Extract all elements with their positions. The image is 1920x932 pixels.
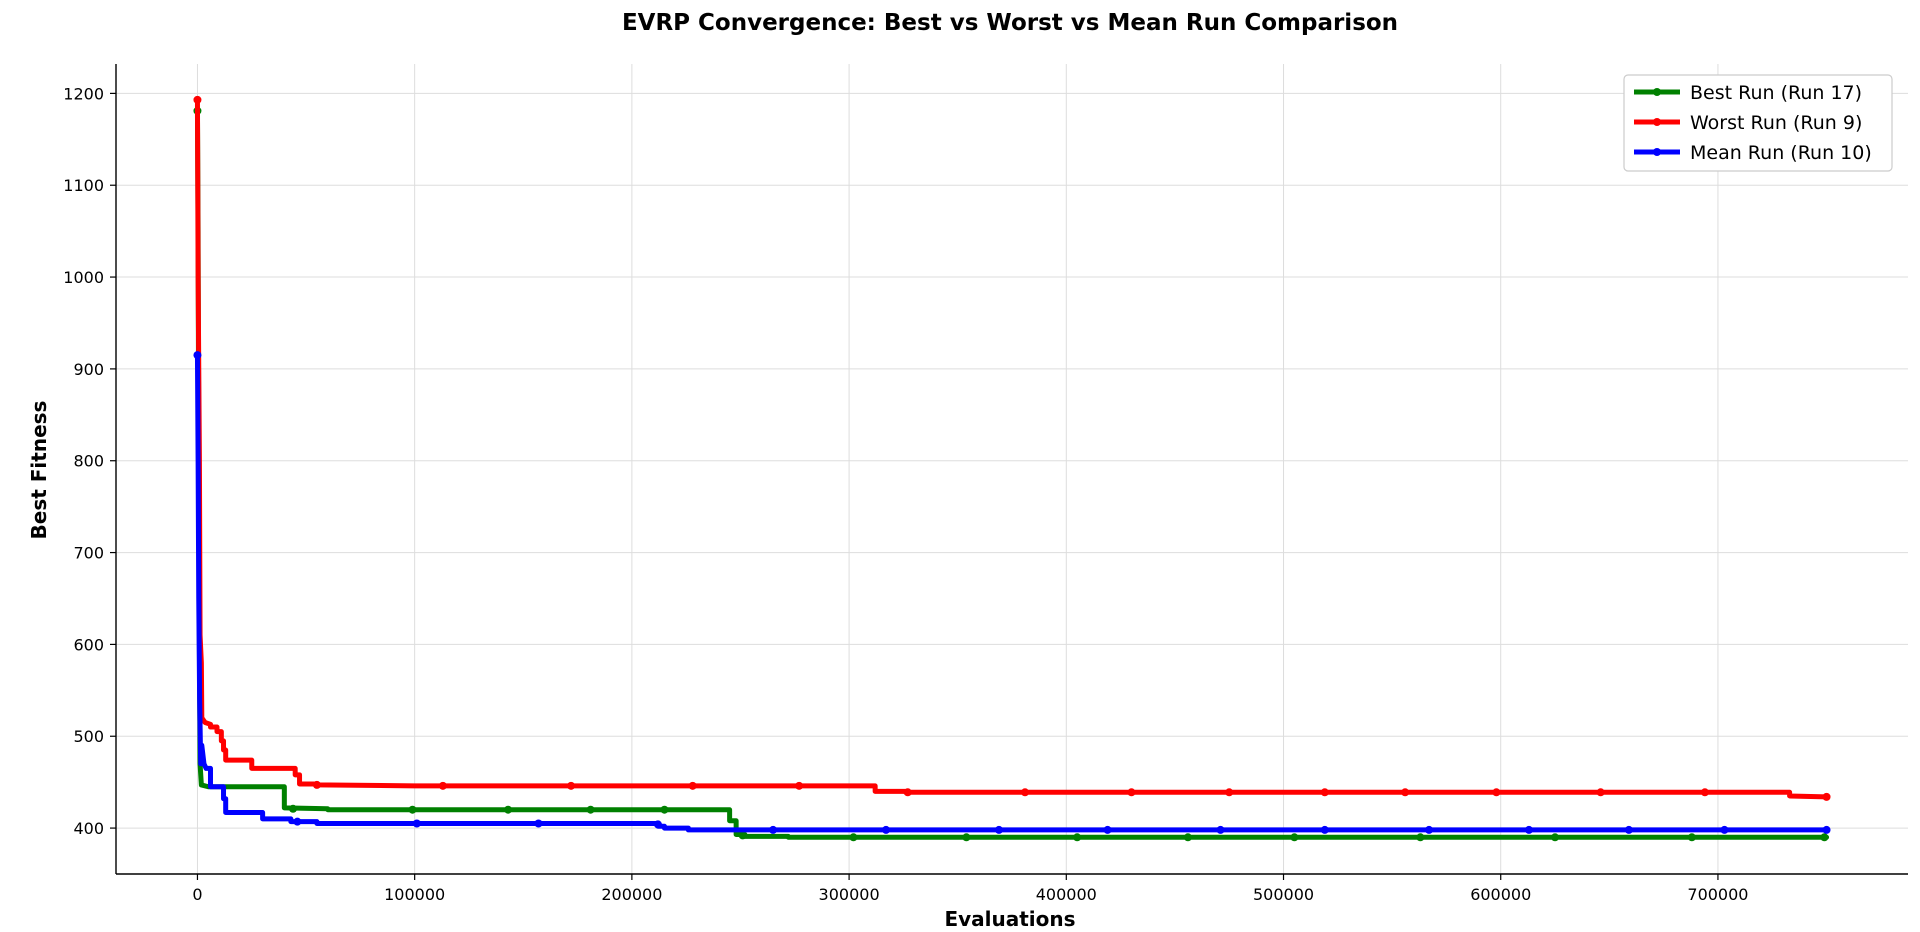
- x-tick-label: 700000: [1687, 885, 1748, 904]
- y-tick-label: 500: [73, 727, 104, 746]
- data-point: [1524, 825, 1533, 834]
- data-point: [438, 781, 447, 790]
- y-tick-label: 1000: [63, 268, 104, 287]
- data-point: [769, 825, 778, 834]
- legend-label: Worst Run (Run 9): [1690, 112, 1862, 134]
- x-tick-label: 400000: [1036, 885, 1097, 904]
- data-point: [738, 831, 747, 840]
- axes: [110, 64, 1908, 880]
- chart-title: EVRP Convergence: Best vs Worst vs Mean …: [622, 10, 1398, 36]
- data-point: [1320, 825, 1329, 834]
- data-point: [1822, 825, 1831, 834]
- series-3: [193, 351, 1831, 834]
- data-point: [882, 825, 891, 834]
- y-tick-label: 600: [73, 635, 104, 654]
- data-point: [1073, 833, 1082, 842]
- data-point: [534, 819, 543, 828]
- grid-lines: [116, 64, 1908, 874]
- legend-marker: [1653, 118, 1661, 126]
- data-point: [1720, 825, 1729, 834]
- tick-labels: 0 100000 200000 300000 400000 500000 600000 700…: [63, 84, 1748, 904]
- data-point: [504, 805, 513, 814]
- series-line: [194, 352, 1830, 833]
- legend-entry: Best Run (Run 17): [1634, 82, 1862, 104]
- data-point: [903, 788, 912, 797]
- y-tick-label: 700: [73, 544, 104, 563]
- y-axis-title: Best Fitness: [27, 401, 51, 540]
- data-point: [962, 833, 971, 842]
- data-point: [1425, 825, 1434, 834]
- data-point: [1183, 833, 1192, 842]
- data-point: [660, 805, 669, 814]
- legend-box: [1623, 74, 1893, 172]
- data-point: [1822, 792, 1831, 801]
- x-tick-label: 500000: [1253, 885, 1314, 904]
- legend-marker: [1653, 148, 1661, 156]
- data-point: [312, 780, 321, 789]
- data-point: [586, 805, 595, 814]
- data-point: [1225, 788, 1234, 797]
- data-point: [1021, 788, 1030, 797]
- data-point: [1551, 833, 1560, 842]
- series-line: [194, 97, 1830, 800]
- data-point: [567, 781, 576, 790]
- legend-marker: [1653, 88, 1661, 96]
- data-point: [1320, 788, 1329, 797]
- data-point: [1624, 825, 1633, 834]
- y-tick-label: 400: [73, 819, 104, 838]
- data-point: [1820, 833, 1829, 842]
- x-tick-label: 100000: [384, 885, 445, 904]
- y-tick-label: 1200: [63, 84, 104, 103]
- data-point: [412, 819, 421, 828]
- y-tick-label: 900: [73, 360, 104, 379]
- data-point: [795, 781, 804, 790]
- data-point: [1103, 825, 1112, 834]
- y-tick-label: 1100: [63, 176, 104, 195]
- x-tick-label: 600000: [1470, 885, 1531, 904]
- data-point: [289, 804, 298, 813]
- data-point: [1687, 833, 1696, 842]
- legend-entry: Mean Run (Run 10): [1634, 142, 1872, 164]
- series-lines: [193, 95, 1831, 842]
- series-2: [193, 95, 1831, 801]
- data-point: [688, 781, 697, 790]
- data-point: [1700, 788, 1709, 797]
- legend-entry: Worst Run (Run 9): [1634, 112, 1862, 134]
- x-axis-title: Evaluations: [944, 907, 1075, 931]
- data-point: [653, 820, 662, 829]
- y-tick-label: 800: [73, 452, 104, 471]
- data-point: [408, 805, 417, 814]
- data-point: [849, 833, 858, 842]
- x-tick-label: 300000: [819, 885, 880, 904]
- x-tick-label: 200000: [601, 885, 662, 904]
- data-point: [1492, 788, 1501, 797]
- series-line: [194, 108, 1830, 840]
- data-point: [1216, 825, 1225, 834]
- data-point: [193, 351, 202, 360]
- data-point: [994, 825, 1003, 834]
- data-point: [193, 95, 202, 104]
- legend: Best Run (Run 17) Worst Run (Run 9) Mean R…: [1623, 74, 1893, 172]
- x-tick-label: 0: [192, 885, 202, 904]
- legend-label: Best Run (Run 17): [1690, 82, 1862, 104]
- data-point: [1596, 788, 1605, 797]
- data-point: [1416, 833, 1425, 842]
- data-point: [1290, 833, 1299, 842]
- data-point: [1401, 788, 1410, 797]
- legend-label: Mean Run (Run 10): [1690, 142, 1872, 164]
- series-1: [193, 106, 1830, 842]
- data-point: [1127, 788, 1136, 797]
- data-point: [293, 817, 302, 826]
